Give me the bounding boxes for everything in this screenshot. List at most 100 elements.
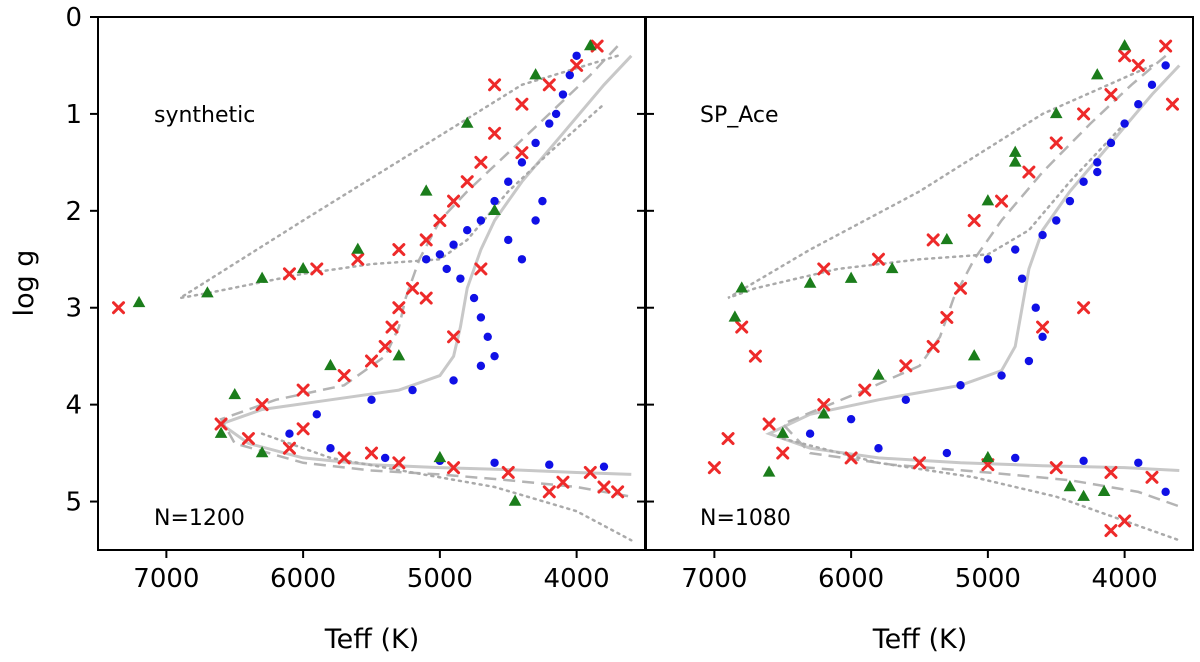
- right-point-intermediate: [728, 310, 742, 322]
- right-point-metal-poor: [1093, 158, 1102, 167]
- right-point-metal-rich: [844, 451, 858, 465]
- left-point-metal-poor: [476, 361, 486, 371]
- right-point-intermediate: [1063, 480, 1077, 492]
- right-point-intermediate: [762, 465, 776, 477]
- left-curve-isochrone-solid: [217, 54, 633, 476]
- left-point-metal-poor: [463, 226, 472, 235]
- left-point-intermediate: [255, 271, 269, 283]
- right-point-metal-poor: [1106, 138, 1116, 148]
- left-curve-isochrone-dotted: [179, 54, 619, 300]
- right-point-metal-rich: [858, 383, 872, 397]
- right-x-tick-label: 7000: [681, 564, 747, 594]
- right-point-intermediate: [940, 232, 954, 245]
- right-point-metal-rich: [721, 432, 735, 446]
- left-x-tick-label: 5000: [407, 564, 473, 594]
- y-tick-label: 5: [65, 488, 82, 518]
- y-axis-label: log g: [9, 250, 40, 317]
- right-point-metal-poor: [901, 395, 911, 404]
- left-point-metal-poor: [572, 51, 581, 60]
- left-annotation: synthetic: [154, 103, 255, 128]
- left-point-metal-poor: [517, 255, 527, 264]
- right-point-metal-poor: [1134, 100, 1143, 109]
- right-point-metal-rich: [1104, 465, 1118, 479]
- left-point-metal-rich: [392, 456, 406, 470]
- left-point-metal-rich: [488, 78, 502, 92]
- left-point-metal-poor: [476, 313, 486, 322]
- left-point-metal-poor: [367, 395, 376, 404]
- left-point-metal-poor: [504, 235, 513, 245]
- left-point-metal-rich: [282, 267, 296, 281]
- right-point-metal-poor: [1052, 216, 1061, 225]
- left-x-axis-label: Teff (K): [324, 624, 419, 655]
- left-count-label: N=1200: [154, 506, 245, 531]
- right-point-metal-poor: [1147, 80, 1157, 90]
- right-point-metal-rich: [817, 398, 831, 412]
- right-point-metal-poor: [1079, 456, 1088, 466]
- right-point-metal-rich: [1118, 514, 1132, 528]
- left-point-metal-rich: [597, 480, 611, 494]
- left-point-metal-rich: [542, 78, 556, 92]
- y-tick-label: 1: [65, 100, 82, 130]
- right-curve-isochrone-dotted-ms: [781, 437, 1181, 542]
- left-point-metal-rich: [515, 97, 529, 111]
- left-point-metal-rich: [310, 262, 324, 276]
- right-point-metal-poor: [1093, 167, 1102, 177]
- left-x-tick-label: 4000: [544, 564, 610, 594]
- y-tick-label: 4: [65, 391, 82, 421]
- left-point-metal-poor: [326, 444, 335, 453]
- left-point-intermediate: [433, 450, 447, 463]
- left-point-metal-poor: [408, 385, 417, 395]
- right-point-intermediate: [1077, 489, 1090, 501]
- left-point-intermediate: [584, 39, 597, 51]
- right-point-metal-rich: [926, 339, 940, 353]
- right-point-metal-rich: [1036, 320, 1050, 334]
- right-point-intermediate: [1008, 145, 1022, 157]
- left-point-metal-poor: [490, 458, 499, 467]
- right-point-intermediate: [776, 426, 790, 438]
- left-point-intermediate: [419, 184, 433, 196]
- right-point-metal-rich: [899, 359, 913, 373]
- left-point-metal-poor: [490, 351, 499, 361]
- right-point-metal-poor: [983, 255, 993, 264]
- right-point-intermediate: [1118, 39, 1131, 51]
- left-point-intermediate: [296, 261, 310, 274]
- right-point-metal-rich: [913, 456, 926, 470]
- right-point-metal-poor: [1134, 458, 1143, 467]
- right-point-metal-poor: [1011, 245, 1020, 254]
- left-point-intermediate: [255, 446, 269, 458]
- left-point-intermediate: [488, 203, 501, 216]
- right-point-metal-rich: [1022, 165, 1036, 179]
- right-point-metal-rich: [762, 417, 776, 431]
- left-point-metal-rich: [337, 451, 351, 465]
- left-point-metal-rich: [365, 446, 378, 460]
- right-point-metal-rich: [940, 310, 954, 324]
- right-curve-isochrone-dashed: [780, 54, 1180, 508]
- left-point-metal-rich: [112, 301, 126, 315]
- left-point-metal-poor: [469, 293, 479, 303]
- left-point-intermediate: [324, 358, 337, 371]
- left-point-metal-poor: [531, 138, 540, 148]
- left-point-metal-rich: [296, 422, 310, 436]
- left-point-metal-poor: [545, 460, 554, 469]
- right-point-metal-poor: [1161, 61, 1170, 70]
- left-point-metal-poor: [456, 274, 465, 283]
- left-point-metal-rich: [282, 441, 296, 455]
- right-point-metal-poor: [1031, 303, 1040, 312]
- right-point-metal-rich: [1077, 301, 1091, 315]
- left-point-metal-poor: [517, 158, 527, 167]
- left-point-metal-poor: [531, 216, 540, 225]
- right-point-metal-rich: [1104, 88, 1118, 102]
- left-point-metal-rich: [570, 58, 584, 72]
- left-point-intermediate: [392, 349, 406, 361]
- left-point-metal-rich: [515, 146, 529, 160]
- right-point-intermediate: [1008, 155, 1022, 167]
- left-point-metal-rich: [501, 465, 515, 479]
- right-point-intermediate: [967, 349, 981, 361]
- right-point-metal-poor: [1038, 230, 1047, 240]
- right-point-metal-poor: [805, 429, 815, 438]
- right-point-metal-poor: [942, 448, 952, 458]
- right-curve-isochrone-solid: [765, 64, 1181, 472]
- right-point-intermediate: [817, 407, 831, 419]
- left-point-metal-poor: [449, 376, 458, 385]
